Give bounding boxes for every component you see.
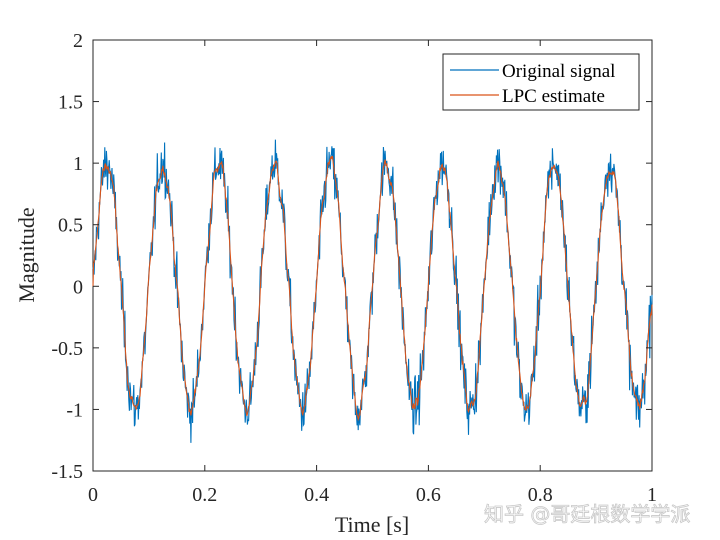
legend-label-lpc: LPC estimate bbox=[502, 86, 605, 107]
y-axis-label: Magnitude bbox=[14, 207, 39, 302]
x-tick-label: 0.8 bbox=[528, 484, 553, 506]
x-tick-label: 1 bbox=[647, 484, 657, 506]
y-tick-label: 0.5 bbox=[58, 215, 83, 237]
watermark: 知乎 @哥廷根数学学派 bbox=[484, 502, 690, 526]
legend-box bbox=[442, 53, 640, 111]
x-tick-label: 0 bbox=[88, 484, 98, 506]
legend-label-original: Original signal bbox=[502, 61, 615, 82]
x-tick-label: 0.2 bbox=[192, 484, 217, 506]
y-tick-label: -1.5 bbox=[51, 461, 83, 483]
series-layer bbox=[92, 139, 653, 443]
y-tick-label: -1 bbox=[66, 399, 83, 421]
x-tick-label: 0.6 bbox=[416, 484, 441, 506]
y-tick-label: 2 bbox=[73, 30, 83, 52]
x-axis-label: Time [s] bbox=[335, 512, 409, 537]
legend: Original signal LPC estimate bbox=[442, 53, 640, 111]
y-tick-label: -0.5 bbox=[51, 338, 83, 360]
y-tick-label: 1 bbox=[73, 153, 83, 175]
y-tick-label: 0 bbox=[73, 276, 83, 298]
x-tick-label: 0.4 bbox=[304, 484, 329, 506]
ticks-layer: 0 0.2 0.4 0.6 0.8 1 -1.5 -1 -0.5 0 0.5 1 1.5 2 bbox=[51, 30, 657, 506]
plot-area bbox=[92, 39, 653, 472]
series-lpc-estimate bbox=[92, 155, 653, 422]
y-tick-label: 1.5 bbox=[58, 92, 83, 114]
